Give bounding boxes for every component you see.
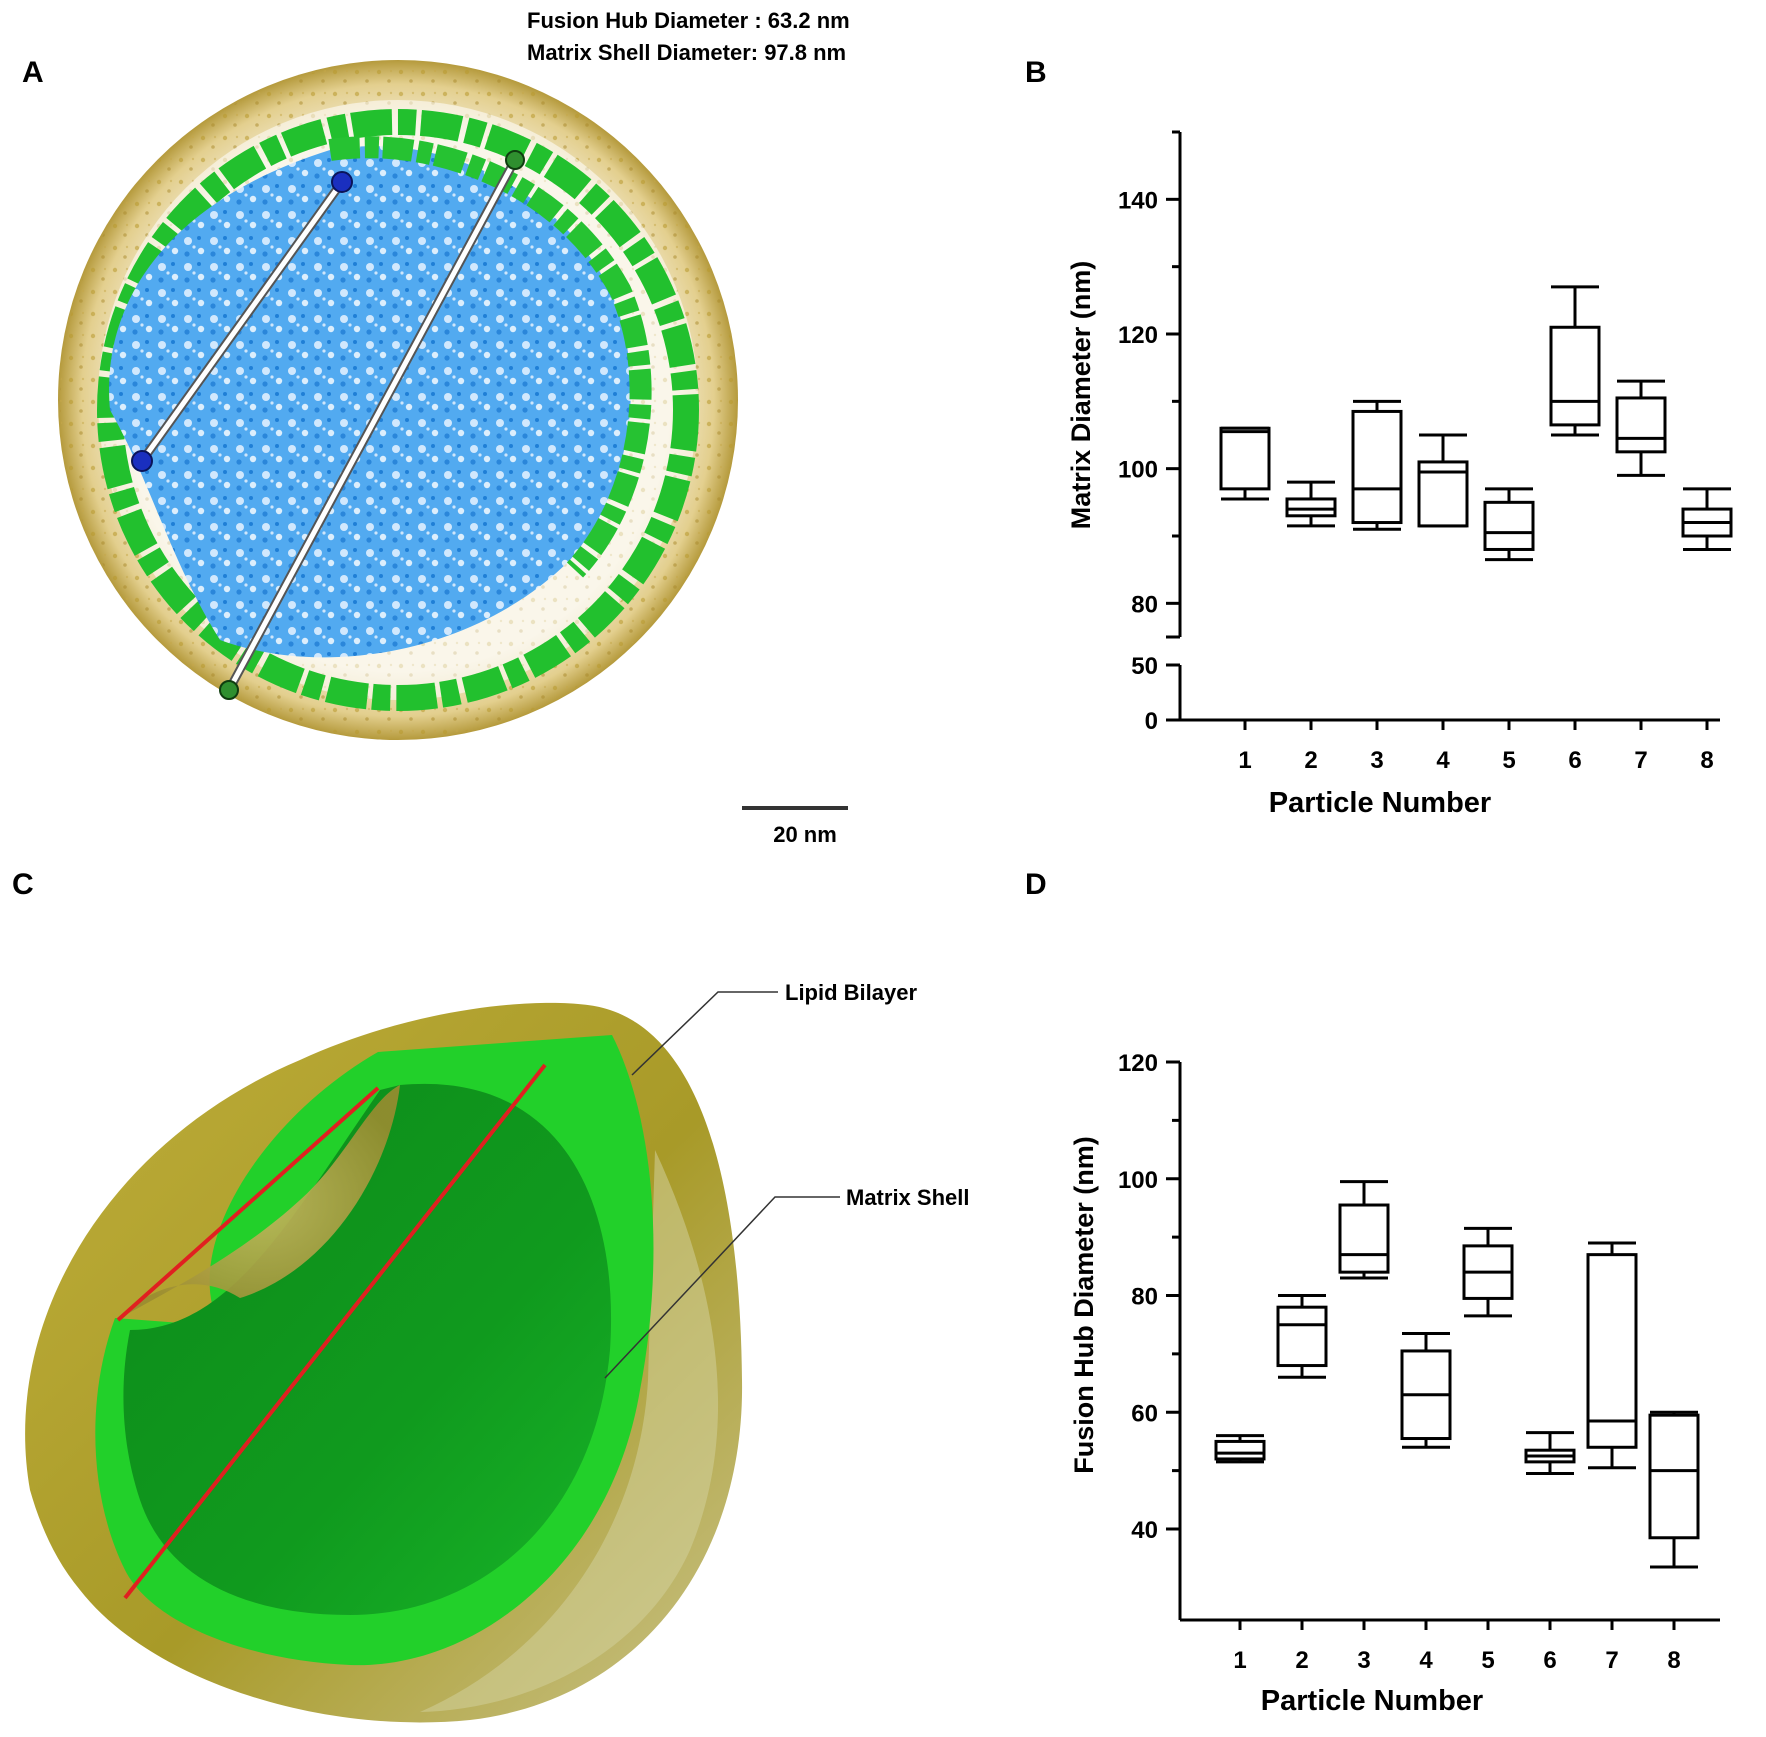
- x-tick-label-6: 6: [1543, 1647, 1556, 1674]
- scale-bar-label: 20 nm: [773, 822, 837, 847]
- box-iqr: [1549, 325, 1601, 427]
- box-iqr: [1648, 1413, 1700, 1540]
- box-iqr: [1338, 1203, 1390, 1274]
- lipid-bilayer-highlight: [420, 1150, 719, 1712]
- x-tick-label-7: 7: [1634, 747, 1647, 774]
- matrix-shell-diameter-line: [226, 157, 518, 693]
- matrix-shell-label: Matrix Shell: [846, 1185, 969, 1210]
- chart-b-box-particle-6: [1549, 285, 1601, 437]
- panel-c-letter: C: [12, 868, 34, 901]
- x-tick-label-2: 2: [1304, 747, 1317, 774]
- y-tick-label: 0: [1145, 708, 1158, 735]
- x-tick-label-1: 1: [1238, 747, 1251, 774]
- chart-b-box-particle-5: [1483, 487, 1535, 562]
- hub-marker-top: [331, 171, 353, 193]
- panel-c: C Lipid Bilayer Matrix Shell: [12, 868, 969, 1723]
- panel-a-letter: A: [22, 56, 44, 89]
- y-tick-label: 100: [1118, 1167, 1158, 1194]
- x-tick-label-8: 8: [1667, 1647, 1680, 1674]
- box-iqr: [1586, 1253, 1638, 1449]
- lipid-bilayer-leader-line: [631, 991, 778, 1076]
- panel-a: A Fusion Hub Diameter : 63.2 nm Matrix S…: [22, 8, 850, 847]
- matrix-diameter-box-plot: 0 50 80 100 120 140 Particle Number Matrix Diam…: [1066, 130, 1733, 819]
- y-tick-label: 100: [1118, 457, 1158, 484]
- chart-d-box-particle-3: [1338, 1180, 1390, 1280]
- tomogram-particle-image: [58, 60, 738, 740]
- chart-b-box-particle-4: [1417, 433, 1469, 528]
- box-iqr: [1214, 1439, 1266, 1461]
- chart-d-box-particle-8: [1648, 1410, 1700, 1569]
- fusion-hub-diameter-line-c: [116, 1086, 380, 1322]
- lipid-bilayer-opening: [120, 1085, 400, 1318]
- matrix-shell-interior: [123, 1083, 612, 1615]
- fusion-hub-diameter-text: Fusion Hub Diameter : 63.2 nm: [527, 8, 850, 33]
- y-tick-label: 120: [1118, 1050, 1158, 1077]
- lipid-bilayer-label: Lipid Bilayer: [785, 980, 917, 1005]
- x-tick-label-5: 5: [1502, 747, 1515, 774]
- chart-d-box-particle-2: [1276, 1294, 1328, 1379]
- chart-b-box-particle-8: [1681, 487, 1733, 551]
- x-tick-label-4: 4: [1436, 747, 1450, 774]
- chart-d-box-particle-7: [1586, 1241, 1638, 1470]
- matrix-shell-leader-line: [604, 1196, 840, 1379]
- chart-b-box-particle-2: [1285, 480, 1337, 528]
- x-tick-label-5: 5: [1481, 1647, 1494, 1674]
- panel-b: B 0 50 80 100 120 140 Particle Number Matrix Di…: [1025, 56, 1733, 819]
- y-tick-label: 120: [1118, 322, 1158, 349]
- matrix-shell-arc: [328, 136, 652, 578]
- x-tick-label-3: 3: [1370, 747, 1383, 774]
- box-iqr: [1276, 1305, 1328, 1368]
- panel-d: D 40 60 80 100 120 Particle Number Fusion Hub …: [1025, 868, 1720, 1717]
- chart-d-box-particle-6: [1524, 1431, 1576, 1476]
- box-iqr: [1615, 396, 1667, 454]
- y-tick-label: 80: [1131, 1284, 1158, 1311]
- x-tick-label-1: 1: [1233, 1647, 1246, 1674]
- box-iqr: [1351, 409, 1403, 525]
- x-axis-title: Particle Number: [1269, 787, 1491, 819]
- y-tick-label: 80: [1131, 591, 1158, 618]
- box-iqr: [1285, 497, 1337, 518]
- panel-b-letter: B: [1025, 56, 1047, 89]
- fusion-hub-diameter-line: [139, 179, 345, 464]
- y-axis-title: Fusion Hub Diameter (nm): [1069, 1136, 1099, 1474]
- x-tick-label-2: 2: [1295, 1647, 1308, 1674]
- fusion-hub-density: [109, 146, 631, 658]
- box-iqr: [1219, 426, 1271, 491]
- box-iqr: [1483, 500, 1535, 551]
- chart-b-box-particle-1: [1219, 426, 1271, 501]
- chart-b-box-particle-7: [1615, 379, 1667, 477]
- y-tick-label: 140: [1118, 187, 1158, 214]
- x-tick-label-7: 7: [1605, 1647, 1618, 1674]
- chart-b-box-particle-3: [1351, 399, 1403, 531]
- chart-d-box-particle-5: [1462, 1226, 1514, 1318]
- shell-marker-bottom: [219, 680, 239, 700]
- shell-marker-top: [505, 150, 525, 170]
- x-tick-label-6: 6: [1568, 747, 1581, 774]
- y-tick-label: 50: [1131, 653, 1158, 680]
- fusion-hub-diameter-box-plot: 40 60 80 100 120 Particle Number Fusion Hub Di…: [1069, 1050, 1720, 1717]
- matrix-shell-diameter-text: Matrix Shell Diameter: 97.8 nm: [527, 40, 846, 65]
- y-tick-label: 40: [1131, 1517, 1158, 1544]
- cutaway-model-illustration: [25, 1002, 743, 1723]
- panel-d-letter: D: [1025, 868, 1047, 901]
- x-tick-label-4: 4: [1419, 1647, 1433, 1674]
- y-axis-title: Matrix Diameter (nm): [1066, 261, 1096, 530]
- chart-d-box-particle-4: [1400, 1331, 1452, 1449]
- hub-marker-bottom: [131, 450, 153, 472]
- x-tick-label-3: 3: [1357, 1647, 1370, 1674]
- y-tick-label: 60: [1131, 1400, 1158, 1427]
- x-axis-title: Particle Number: [1261, 1685, 1483, 1717]
- chart-d-box-particle-1: [1214, 1434, 1266, 1464]
- x-tick-label-8: 8: [1700, 747, 1713, 774]
- matrix-shell-diameter-line-c: [123, 1063, 547, 1600]
